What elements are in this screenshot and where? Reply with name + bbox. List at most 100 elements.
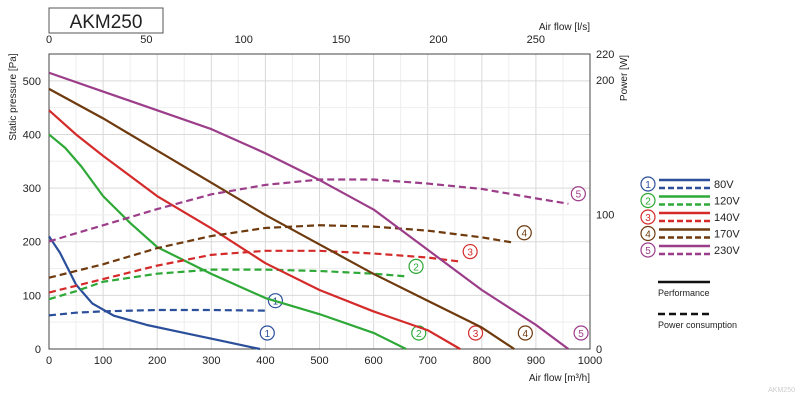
x-top-tick-label: 200 (429, 34, 447, 46)
power-label-170V-number: 4 (521, 229, 527, 240)
x-bottom-tick-label: 0 (46, 355, 52, 367)
x-bottom-tick-label: 600 (364, 355, 382, 367)
legend-marker-120V: 2 (640, 192, 656, 209)
legend-marker-230V: 5 (640, 242, 656, 258)
legend-label-170V: 170V (714, 229, 740, 241)
pressure-label-120V-number: 2 (416, 329, 422, 340)
power-line-140V (48, 249, 461, 294)
series-140V: 33 (48, 109, 484, 350)
power-line-170V (48, 224, 515, 279)
y-left-tick-label: 0 (35, 344, 41, 356)
x-top-tick-label: 150 (332, 34, 350, 46)
y-right-axis-label: Power [W] (619, 55, 630, 101)
pressure-line-170V (48, 87, 515, 350)
legend-marker-170V: 4 (640, 225, 656, 242)
x-top-tick-label: 250 (527, 34, 545, 46)
legend-entry-120V: 2 120V (640, 192, 740, 209)
x-bottom-tick-label: 900 (527, 355, 545, 367)
power-label-140V-circle (462, 243, 478, 260)
y-right-tick-label: 200 (596, 75, 614, 87)
legend-entry-80V: 1 80V (640, 176, 734, 192)
legend-label-120V: 120V (714, 196, 740, 208)
watermark-text: AKM250 (768, 387, 795, 394)
legend-marker-80V: 1 (640, 176, 656, 192)
power-line-80V (48, 308, 266, 317)
y-left-tick-label: 200 (23, 237, 41, 249)
power-label-140V-number: 3 (467, 248, 473, 259)
series-230V: 55 (48, 71, 589, 350)
legend-label-230V: 230V (714, 245, 740, 257)
pressure-label-230V-number: 5 (578, 329, 584, 340)
x-bottom-tick-label: 1000 (578, 355, 602, 367)
legend-entry-140V: 3 140V (640, 209, 740, 225)
pressure-label-80V: 1 (259, 325, 275, 341)
plot-frame (48, 53, 591, 350)
series-80V: 11 (48, 235, 283, 351)
x-bottom-tick-label: 500 (310, 355, 328, 367)
legend-marker-170V-circle (640, 225, 656, 242)
pressure-label-170V-number: 4 (523, 329, 529, 340)
pressure-label-170V: 4 (517, 325, 533, 341)
legend-label-80V: 80V (714, 179, 734, 191)
legend-style-power: Power consumption (658, 312, 737, 330)
power-label-230V-number: 5 (576, 190, 582, 201)
x-bottom-tick-label: 800 (473, 355, 491, 367)
axes: 0 100 200 300 400 500 600 700 800 900 100001002003… (23, 34, 615, 367)
pressure-line-80V (48, 235, 261, 351)
legend-label-140V: 140V (714, 212, 740, 224)
power-label-120V-number: 2 (413, 262, 419, 273)
power-label-120V: 2 (408, 258, 424, 274)
x-bottom-axis-label: Air flow [m³/h] (529, 373, 590, 384)
legend-entry-230V: 5 230V (640, 242, 740, 258)
chart-title: AKM250 (70, 12, 143, 33)
legend-marker-230V-number: 5 (645, 246, 651, 257)
pressure-label-170V-circle (517, 325, 533, 341)
pressure-label-80V-number: 1 (265, 329, 271, 340)
power-label-170V-circle (516, 225, 532, 241)
power-label-120V-circle (408, 258, 424, 274)
pressure-label-230V-circle (573, 325, 589, 341)
series-170V: 44 (48, 87, 533, 350)
y-left-tick-label: 500 (23, 76, 41, 88)
power-line-120V (48, 268, 407, 301)
power-label-230V-circle (570, 186, 586, 202)
legend: 1 80V 2 120V 3 140V 4 170V 5 230V Performance Power… (640, 176, 740, 330)
y-right-tick-label: 220 (596, 49, 614, 61)
legend-style-label: Power consumption (658, 320, 737, 330)
pressure-label-140V-circle (467, 325, 484, 341)
y-left-axis-label: Static pressure [Pa] (8, 53, 19, 140)
legend-marker-170V-number: 4 (645, 230, 651, 241)
legend-marker-140V: 3 (640, 209, 656, 225)
legend-marker-80V-circle (640, 176, 656, 192)
legend-marker-120V-number: 2 (645, 197, 651, 208)
legend-entry-170V: 4 170V (640, 225, 740, 242)
pressure-label-230V: 5 (573, 325, 589, 341)
x-top-axis-label: Air flow [l/s] (539, 22, 590, 33)
y-left-tick-label: 300 (23, 183, 41, 195)
power-label-230V: 5 (570, 186, 586, 202)
x-top-tick-label: 50 (140, 34, 152, 46)
y-right-tick-label: 0 (596, 344, 602, 356)
x-bottom-tick-label: 300 (202, 355, 220, 367)
x-bottom-tick-label: 200 (148, 355, 166, 367)
title-box (48, 7, 164, 34)
legend-marker-80V-number: 1 (645, 180, 651, 191)
y-right-tick-label: 100 (596, 210, 614, 222)
legend-marker-120V-circle (640, 192, 656, 209)
power-line-230V (48, 178, 569, 243)
legend-style-performance: Performance (658, 280, 710, 298)
power-label-170V: 4 (516, 225, 532, 241)
pressure-label-80V-circle (259, 325, 275, 341)
legend-marker-230V-circle (640, 242, 656, 258)
y-left-tick-label: 100 (23, 290, 41, 302)
legend-style-label: Performance (658, 288, 710, 298)
x-bottom-tick-label: 100 (94, 355, 112, 367)
pressure-line-230V (48, 71, 570, 350)
power-label-140V: 3 (462, 243, 478, 260)
pressure-label-140V: 3 (467, 325, 484, 341)
x-top-tick-label: 100 (235, 34, 253, 46)
x-top-tick-label: 0 (46, 34, 52, 46)
